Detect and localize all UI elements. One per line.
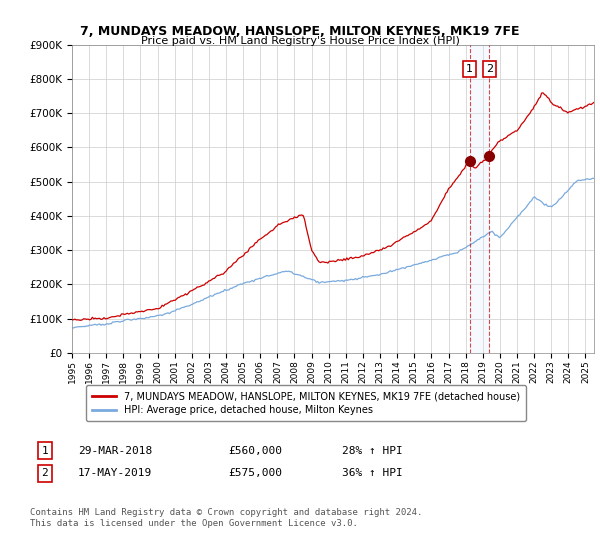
Text: 7, MUNDAYS MEADOW, HANSLOPE, MILTON KEYNES, MK19 7FE: 7, MUNDAYS MEADOW, HANSLOPE, MILTON KEYN…: [80, 25, 520, 38]
Text: Contains HM Land Registry data © Crown copyright and database right 2024.
This d: Contains HM Land Registry data © Crown c…: [30, 508, 422, 528]
Text: £575,000: £575,000: [228, 468, 282, 478]
Text: 36% ↑ HPI: 36% ↑ HPI: [342, 468, 403, 478]
Text: 2: 2: [485, 64, 493, 74]
Text: 29-MAR-2018: 29-MAR-2018: [78, 446, 152, 456]
Text: 1: 1: [466, 64, 473, 74]
Text: 17-MAY-2019: 17-MAY-2019: [78, 468, 152, 478]
Text: 28% ↑ HPI: 28% ↑ HPI: [342, 446, 403, 456]
Text: £560,000: £560,000: [228, 446, 282, 456]
Bar: [470, 45, 489, 353]
Text: Price paid vs. HM Land Registry's House Price Index (HPI): Price paid vs. HM Land Registry's House …: [140, 36, 460, 46]
Text: 1: 1: [41, 446, 49, 456]
Text: 2: 2: [41, 468, 49, 478]
Legend: 7, MUNDAYS MEADOW, HANSLOPE, MILTON KEYNES, MK19 7FE (detached house), HPI: Aver: 7, MUNDAYS MEADOW, HANSLOPE, MILTON KEYN…: [86, 385, 526, 421]
